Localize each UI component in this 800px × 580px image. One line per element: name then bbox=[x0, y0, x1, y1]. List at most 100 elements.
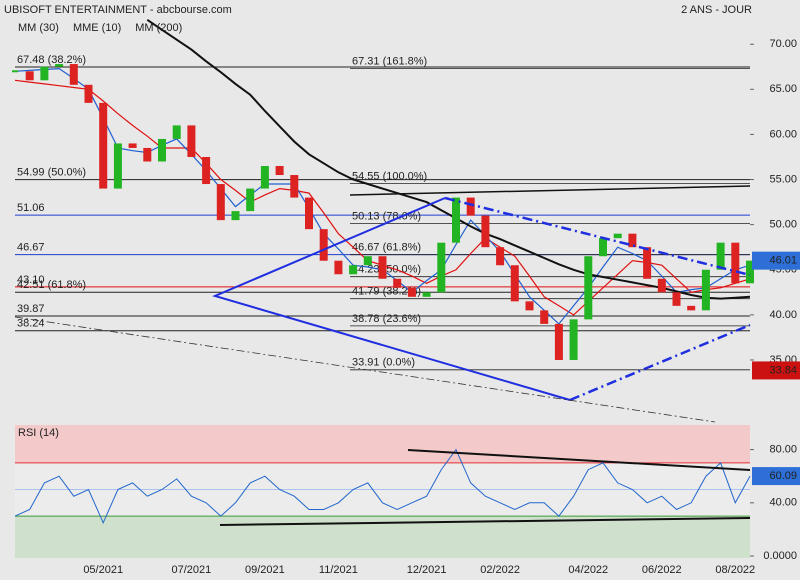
last-price-label: 46.01 bbox=[769, 255, 797, 267]
x-tick-label: 12/2021 bbox=[407, 564, 447, 576]
y-tick-label: 80.00 bbox=[769, 444, 797, 456]
candle bbox=[731, 242, 740, 284]
candle bbox=[466, 197, 475, 216]
candle bbox=[540, 310, 549, 324]
y-tick-label: 40.00 bbox=[769, 309, 797, 321]
x-tick-label: 05/2021 bbox=[83, 564, 123, 576]
level-label: 67.48 (38.2%) bbox=[17, 54, 86, 66]
last-price-box bbox=[752, 251, 800, 270]
level-label: 51.06 bbox=[17, 202, 45, 214]
y-tick-label: 50.00 bbox=[769, 219, 797, 231]
candle bbox=[687, 305, 696, 311]
candle bbox=[628, 233, 637, 248]
candle bbox=[84, 84, 93, 103]
trend-line bbox=[349, 185, 751, 196]
candle bbox=[187, 125, 196, 157]
trend-line bbox=[212, 197, 571, 401]
level-label: 39.87 bbox=[17, 303, 45, 315]
candle bbox=[716, 242, 725, 270]
candle bbox=[746, 260, 754, 284]
candle bbox=[349, 265, 358, 275]
candle bbox=[599, 238, 607, 257]
candle bbox=[128, 143, 137, 148]
candle bbox=[407, 287, 416, 297]
candle bbox=[393, 278, 402, 288]
level-label: 43.10 bbox=[17, 274, 45, 286]
candle bbox=[290, 175, 299, 198]
candle bbox=[378, 256, 387, 279]
candle bbox=[319, 229, 328, 261]
rsi-title: RSI (14) bbox=[18, 427, 59, 439]
candle bbox=[69, 64, 78, 85]
level-label: 54.99 (50.0%) bbox=[17, 167, 86, 179]
candle bbox=[554, 323, 563, 360]
rsi-trend-line bbox=[407, 449, 751, 471]
low-price-box bbox=[752, 361, 800, 380]
level-label: 44.23 (50.0%) bbox=[352, 264, 421, 276]
candle bbox=[701, 269, 710, 311]
overbought-zone bbox=[15, 425, 750, 463]
level-label: 46.67 bbox=[17, 242, 45, 254]
candle bbox=[12, 70, 18, 73]
candle bbox=[275, 166, 284, 176]
level-label: 67.31 (161.8%) bbox=[352, 55, 427, 67]
candle bbox=[246, 188, 255, 212]
last-rsi-box bbox=[752, 467, 800, 486]
candle bbox=[40, 66, 49, 81]
y-tick-label: 60.00 bbox=[769, 128, 797, 140]
x-tick-label: 04/2022 bbox=[568, 564, 608, 576]
y-tick-label: 70.00 bbox=[769, 38, 797, 50]
level-label: 41.79 (38.2%) bbox=[352, 286, 421, 298]
rsi-line bbox=[14, 448, 751, 525]
candle bbox=[202, 156, 211, 185]
x-tick-label: 07/2021 bbox=[172, 564, 212, 576]
x-tick-label: 09/2021 bbox=[245, 564, 285, 576]
chart-subtitle: 2 ANS - JOUR bbox=[681, 4, 752, 16]
candle bbox=[305, 197, 313, 230]
candle bbox=[613, 233, 622, 239]
legend-entry: MM (200) bbox=[135, 22, 182, 34]
candle bbox=[143, 147, 152, 162]
y-tick-label: 40.00 bbox=[769, 497, 797, 509]
candle bbox=[260, 166, 269, 189]
rsi-trend-line bbox=[219, 517, 751, 526]
candle bbox=[55, 64, 64, 67]
y-tick-label: 55.00 bbox=[769, 173, 797, 185]
legend-entry: MME (10) bbox=[73, 22, 121, 34]
candle bbox=[113, 143, 122, 189]
moving-average bbox=[146, 18, 751, 300]
candle bbox=[525, 301, 534, 311]
y-tick-label: 65.00 bbox=[769, 83, 797, 95]
level-label: 33.91 (0.0%) bbox=[352, 357, 415, 369]
x-tick-label: 06/2022 bbox=[642, 564, 682, 576]
level-label: 42.51 (61.8%) bbox=[17, 279, 86, 291]
candle bbox=[452, 197, 460, 243]
last-rsi-label: 60.09 bbox=[769, 470, 797, 482]
candle bbox=[25, 71, 34, 81]
candle bbox=[643, 247, 652, 279]
candle bbox=[216, 184, 225, 221]
chart-title: UBISOFT ENTERTAINMENT - abcbourse.com bbox=[4, 4, 232, 16]
level-label: 38.24 bbox=[17, 318, 45, 330]
candle bbox=[672, 292, 681, 306]
level-label: 54.55 (100.0%) bbox=[352, 170, 427, 182]
candle bbox=[363, 256, 372, 266]
level-label: 46.67 (61.8%) bbox=[352, 242, 421, 254]
candle bbox=[158, 138, 166, 162]
level-label: 50.13 (78.6%) bbox=[352, 210, 421, 222]
level-label: 38.78 (23.6%) bbox=[352, 313, 421, 325]
low-price-label: 33.84 bbox=[769, 364, 797, 376]
trend-line bbox=[569, 323, 751, 402]
x-tick-label: 02/2022 bbox=[480, 564, 520, 576]
x-tick-label: 08/2022 bbox=[715, 564, 755, 576]
legend-entry: MM (30) bbox=[18, 22, 59, 34]
y-tick-label: 0.0000 bbox=[763, 550, 797, 562]
x-tick-label: 11/2021 bbox=[319, 564, 358, 576]
candle bbox=[231, 211, 240, 221]
candle bbox=[481, 215, 490, 248]
candle bbox=[172, 125, 181, 139]
candle bbox=[510, 265, 519, 302]
candle bbox=[496, 247, 505, 266]
